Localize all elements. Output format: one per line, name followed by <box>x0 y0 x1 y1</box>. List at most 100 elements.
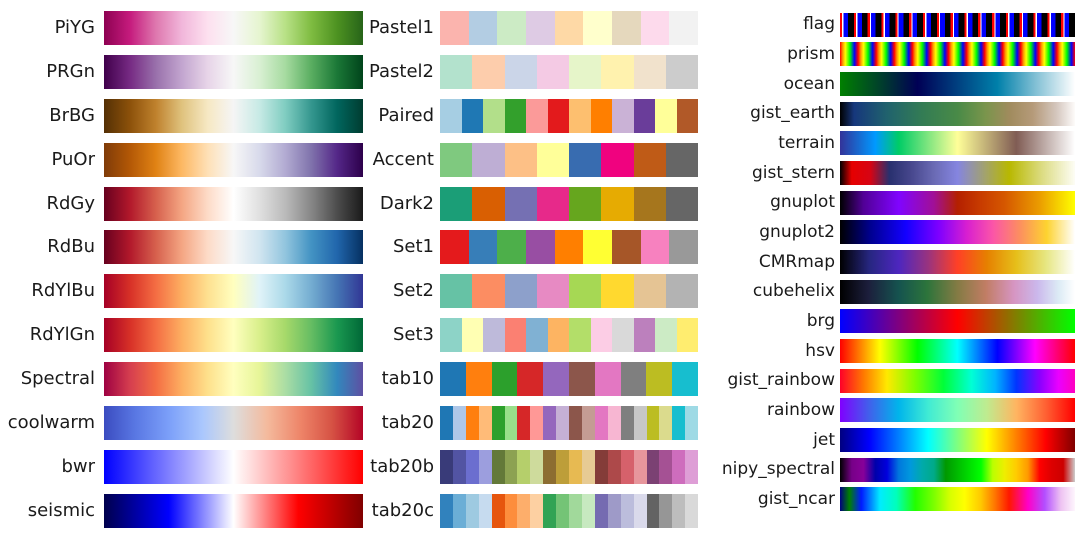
colormap-label-brg: brg <box>806 310 835 331</box>
color-swatch <box>633 142 666 177</box>
color-swatch <box>543 362 569 397</box>
color-swatch <box>685 493 699 528</box>
color-swatch <box>569 142 602 177</box>
color-swatch <box>497 10 527 45</box>
colormap-strip-Dark2 <box>440 186 698 221</box>
color-swatch <box>491 450 505 485</box>
miscellaneous-colormaps-column: flag prism ocean gist_earth terrain gist_ster… <box>700 10 1075 514</box>
color-swatch <box>517 406 531 441</box>
color-swatch <box>655 98 677 133</box>
color-swatch <box>543 493 557 528</box>
color-swatch <box>640 230 670 265</box>
color-swatch <box>472 142 505 177</box>
colormap-strip-brg <box>840 309 1075 334</box>
color-swatch <box>526 230 555 265</box>
color-swatch <box>672 450 686 485</box>
colormap-row-tab20b: tab20b <box>368 445 699 489</box>
color-swatch <box>504 54 537 89</box>
color-swatch <box>440 142 473 177</box>
colormap-label-Pastel2: Pastel2 <box>368 60 434 82</box>
colormap-row-gist_rainbow: gist_rainbow <box>700 366 1075 396</box>
colormap-strip-CMRmap <box>840 250 1075 275</box>
color-swatch <box>590 98 612 133</box>
color-swatch <box>633 186 666 221</box>
color-swatch <box>483 98 505 133</box>
color-swatch <box>612 10 641 45</box>
colormap-strip-Paired <box>440 98 698 133</box>
color-swatch <box>461 98 483 133</box>
color-swatch <box>543 406 557 441</box>
color-swatch <box>594 362 621 397</box>
color-swatch <box>440 450 453 485</box>
colormap-strip-PiYG <box>104 10 363 45</box>
color-swatch <box>581 406 595 441</box>
colormap-row-bwr: bwr <box>0 445 363 489</box>
color-swatch <box>646 406 660 441</box>
colormap-label-gist_stern: gist_stern <box>752 162 835 183</box>
color-swatch <box>607 450 621 485</box>
color-swatch <box>569 54 602 89</box>
color-swatch <box>440 54 473 89</box>
color-swatch <box>465 362 492 397</box>
color-swatch <box>601 274 634 309</box>
colormap-row-gist_stern: gist_stern <box>700 158 1075 188</box>
color-swatch <box>483 318 505 353</box>
color-swatch <box>633 274 666 309</box>
colormap-label-gist_ncar: gist_ncar <box>757 488 835 509</box>
color-swatch <box>569 186 602 221</box>
color-swatch <box>569 98 591 133</box>
color-swatch <box>620 450 634 485</box>
color-swatch <box>491 362 518 397</box>
color-swatch <box>594 493 608 528</box>
color-swatch <box>665 54 698 89</box>
colormap-row-ocean: ocean <box>700 69 1075 99</box>
color-swatch <box>601 54 634 89</box>
color-swatch <box>478 450 492 485</box>
colormap-strip-gist_earth <box>840 101 1075 126</box>
color-swatch <box>504 98 526 133</box>
colormap-strip-tab20 <box>440 406 699 441</box>
color-swatch <box>440 230 469 265</box>
colormap-label-BrBG: BrBG <box>49 104 95 126</box>
color-swatch <box>556 406 570 441</box>
colormap-row-coolwarm: coolwarm <box>0 401 363 445</box>
color-swatch <box>655 318 677 353</box>
colormap-label-cubehelix: cubehelix <box>752 281 835 302</box>
colormap-strip-tab20c <box>440 493 699 528</box>
colormap-row-terrain: terrain <box>700 129 1075 159</box>
colormap-strip-Set2 <box>440 274 698 309</box>
color-swatch <box>491 406 505 441</box>
colormap-label-Set2: Set2 <box>392 280 434 302</box>
color-swatch <box>452 493 466 528</box>
color-swatch <box>601 186 634 221</box>
color-swatch <box>607 493 621 528</box>
colormap-row-PiYG: PiYG <box>0 6 363 50</box>
colormap-row-jet: jet <box>700 425 1075 455</box>
color-swatch <box>633 493 647 528</box>
color-swatch <box>465 493 479 528</box>
color-swatch <box>633 54 666 89</box>
color-swatch <box>504 318 526 353</box>
color-swatch <box>440 406 453 441</box>
color-swatch <box>665 142 698 177</box>
color-swatch <box>569 493 582 528</box>
color-swatch <box>530 493 544 528</box>
colormap-row-gnuplot2: gnuplot2 <box>700 218 1075 248</box>
color-swatch <box>504 493 518 528</box>
color-swatch <box>468 10 498 45</box>
colormap-label-PiYG: PiYG <box>54 16 95 38</box>
color-swatch <box>440 274 473 309</box>
colormap-label-Set1: Set1 <box>392 236 434 258</box>
color-swatch <box>640 10 670 45</box>
colormap-label-Set3: Set3 <box>392 324 434 346</box>
colormap-row-RdGy: RdGy <box>0 182 363 226</box>
colormap-label-ocean: ocean <box>783 73 835 94</box>
colormap-label-PuOr: PuOr <box>51 148 95 170</box>
colormap-strip-hsv <box>840 339 1075 364</box>
colormap-row-RdYlBu: RdYlBu <box>0 269 363 313</box>
color-swatch <box>672 493 686 528</box>
color-swatch <box>612 318 634 353</box>
colormap-label-tab20c: tab20c <box>371 499 434 521</box>
colormap-row-PuOr: PuOr <box>0 138 363 182</box>
